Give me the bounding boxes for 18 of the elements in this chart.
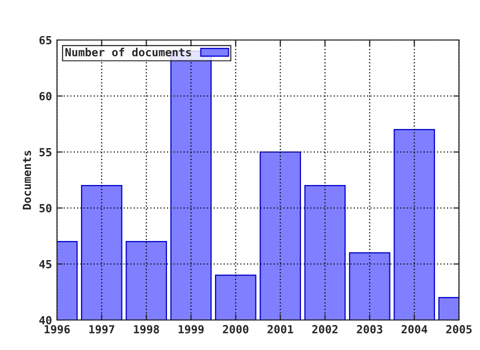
- y-tick-label: 60: [39, 92, 52, 100]
- x-tick-label: 2002: [312, 325, 338, 334]
- x-tick-label: 1998: [134, 325, 160, 334]
- x-tick-label: 2005: [446, 325, 472, 334]
- y-axis-title: Documents: [22, 150, 32, 210]
- x-tick-label: 2001: [268, 325, 294, 334]
- y-tick-label: 50: [40, 204, 52, 212]
- x-tick-label: 1997: [89, 325, 114, 334]
- y-tick-label: 55: [40, 148, 52, 156]
- x-tick-label: 2000: [222, 325, 248, 334]
- x-tick-label: 1999: [178, 325, 204, 334]
- x-tick-label: 1996: [44, 325, 70, 334]
- y-tick-label: 45: [39, 260, 52, 268]
- x-tick-label: 2003: [356, 325, 382, 334]
- y-tick-label: 40: [39, 316, 52, 324]
- y-tick-label: 65: [39, 36, 52, 44]
- x-tick-label: 2004: [402, 325, 428, 334]
- legend-label: Number of documents: [65, 48, 191, 56]
